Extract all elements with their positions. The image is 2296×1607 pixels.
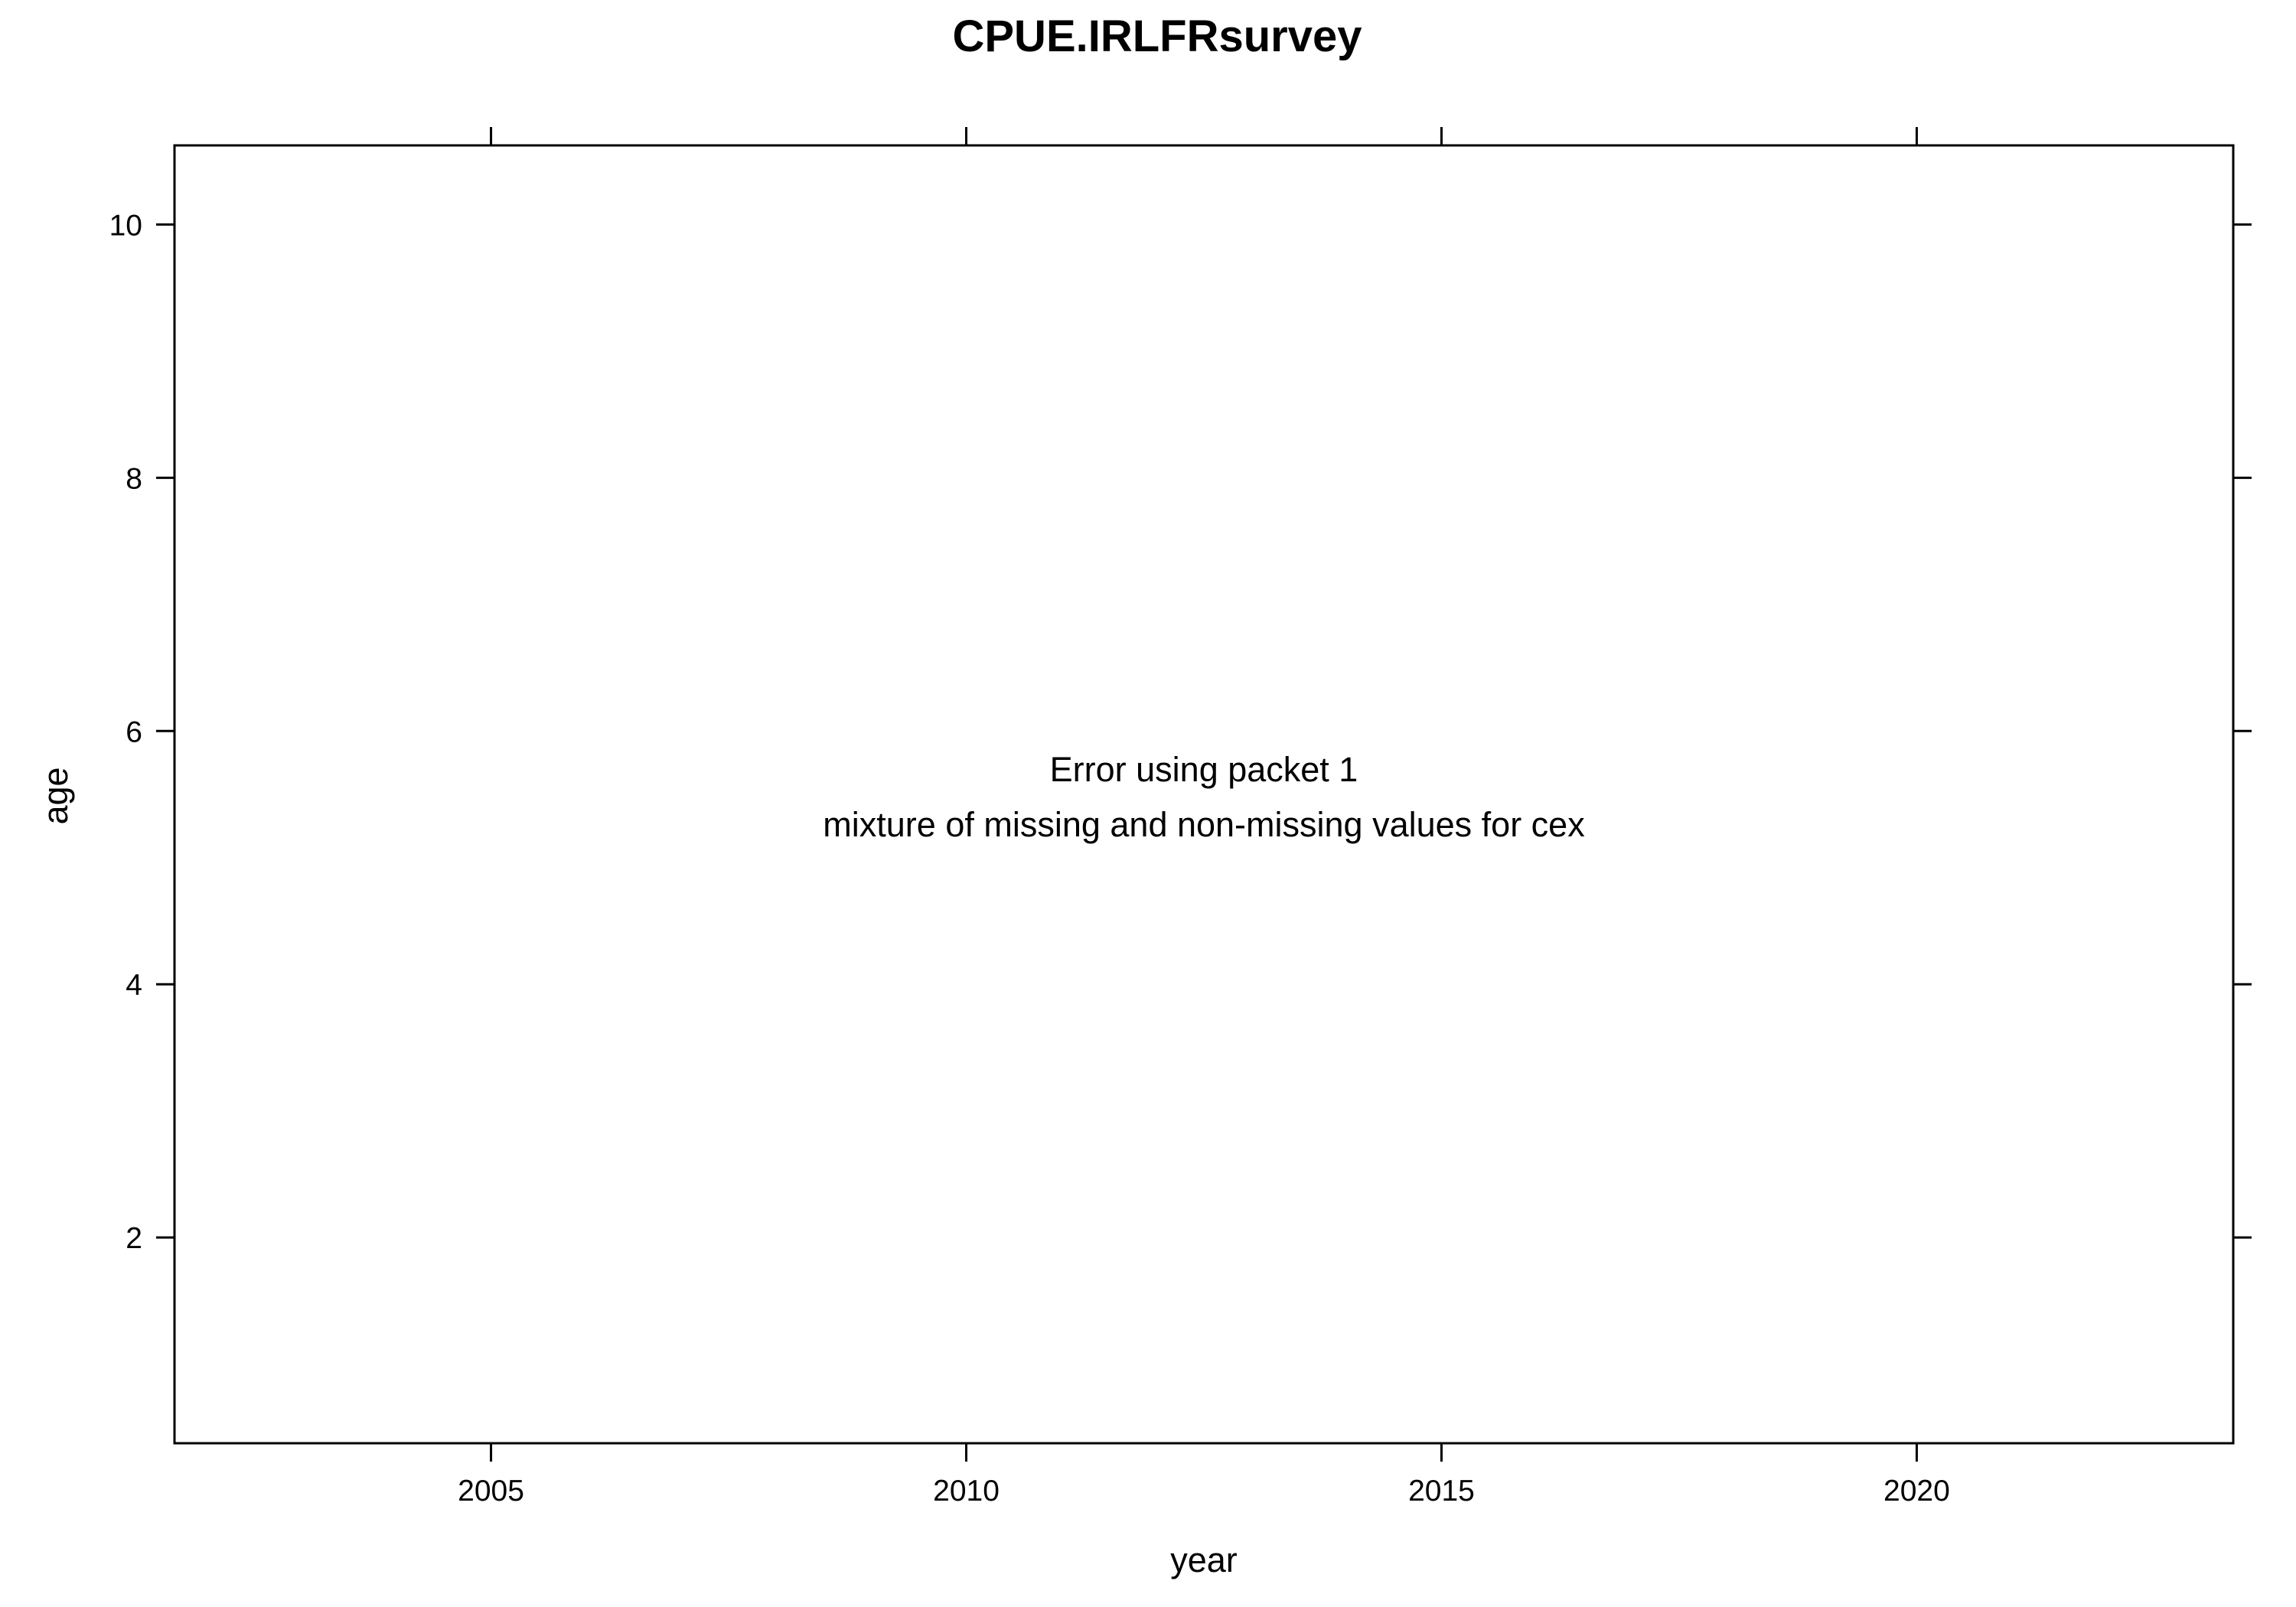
y-axis-right bbox=[2233, 223, 2252, 1239]
x-tick-label-2010: 2010 bbox=[933, 1475, 1000, 1508]
y-axis-title: age bbox=[36, 767, 75, 824]
y-tick-label-10: 10 bbox=[109, 209, 142, 242]
y-tick-label-4: 4 bbox=[126, 969, 142, 1002]
y-tick-label-6: 6 bbox=[126, 715, 142, 748]
y-tick-label-2: 2 bbox=[126, 1222, 142, 1255]
x-tick-label-2020: 2020 bbox=[1883, 1475, 1950, 1508]
x-tick-label-2015: 2015 bbox=[1408, 1475, 1475, 1508]
panel-error-message-line-2: mixture of missing and non-missing value… bbox=[823, 805, 1585, 844]
panel-error-message-line-1: Error using packet 1 bbox=[1050, 750, 1358, 789]
x-axis-bottom: 2005 2010 2015 2020 bbox=[458, 1443, 1950, 1508]
x-tick-label-2005: 2005 bbox=[458, 1475, 524, 1508]
plot-panel-frame bbox=[173, 144, 2235, 1445]
y-tick-label-8: 8 bbox=[126, 462, 142, 495]
y-axis-left: 2 4 6 8 10 bbox=[109, 209, 174, 1255]
x-axis-title: year bbox=[1170, 1540, 1238, 1579]
chart-title: CPUE.IRLFRsurvey bbox=[952, 11, 1362, 61]
x-axis-top bbox=[490, 127, 1918, 145]
